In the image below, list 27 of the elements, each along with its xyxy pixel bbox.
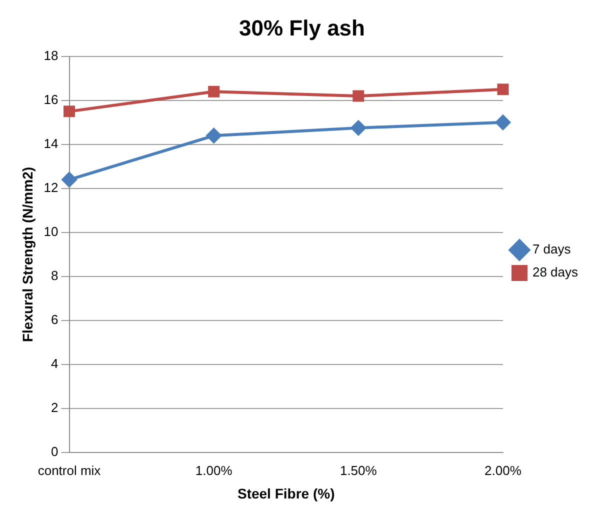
point [62,172,77,188]
point [497,84,509,96]
y-axis-title: Flexural Strength (N/mm2) [19,166,36,342]
x-axis-title: Steel Fibre (%) [237,485,335,502]
x-tick-label: control mix [38,462,102,478]
chart-title: 30% Fly ash [239,15,365,40]
point [495,114,510,130]
y-tick-label: 18 [44,48,58,63]
y-tick-label: 6 [51,312,58,328]
y-tick-label: 12 [44,180,58,196]
y-tick-label: 2 [51,400,58,416]
point [352,90,364,102]
y-tick-label: 0 [51,444,58,460]
y-tick-label: 8 [51,268,58,284]
y-tick-label: 16 [44,92,58,107]
x-tick-label: 2.00% [484,462,522,478]
point [208,86,220,98]
point [64,106,76,118]
y-tick-label: 4 [51,356,58,372]
x-tick-label: 1.50% [340,462,378,478]
legend-label: 7 days [532,242,572,257]
x-tick-label: 1.00% [195,462,233,478]
point [350,120,366,136]
y-tick-label: 10 [44,224,58,240]
legend-label: 28 days [532,264,578,280]
point [206,128,222,144]
y-tick-label: 14 [44,136,58,152]
